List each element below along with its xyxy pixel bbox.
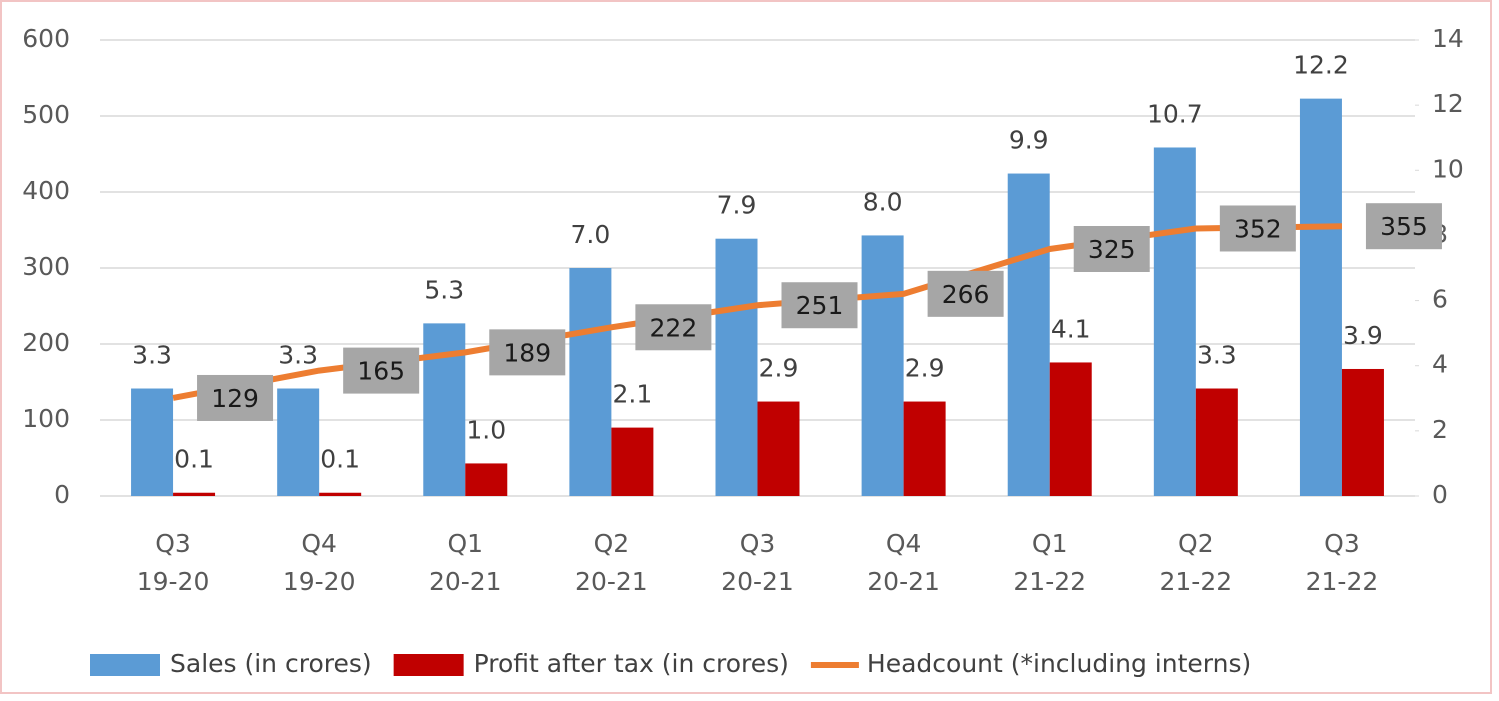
line-label-box	[1365, 203, 1442, 250]
bar	[903, 401, 946, 496]
legend-label: Profit after tax (in crores)	[474, 649, 789, 678]
y2-tick-label: 4	[1432, 350, 1448, 379]
line-label-box	[489, 329, 566, 376]
bar	[715, 238, 758, 496]
bar	[1299, 98, 1342, 496]
bar-value-label: 2.1	[613, 380, 653, 409]
bar-value-label: 9.9	[1009, 126, 1049, 155]
bar	[861, 235, 904, 496]
line-value-label: 189	[503, 338, 551, 367]
bar-value-label: 5.3	[424, 275, 464, 304]
x-tick-label: Q4 19-20	[283, 529, 356, 596]
bar	[1195, 388, 1238, 496]
y-tick-label: 0	[54, 480, 70, 509]
bar-value-label: 3.3	[278, 341, 318, 370]
y-tick-label: 200	[22, 328, 70, 357]
bar	[173, 492, 216, 496]
bar	[757, 401, 800, 496]
y2-tick-label: 2	[1432, 415, 1448, 444]
y-tick-label: 400	[22, 176, 70, 205]
line-label-box	[635, 304, 712, 351]
line-label-box	[1219, 205, 1296, 252]
bar	[569, 268, 612, 496]
bar	[611, 427, 654, 496]
legend-swatch	[90, 654, 160, 676]
x-tick-label: Q1 20-21	[429, 529, 502, 596]
bar-value-label: 3.3	[132, 341, 172, 370]
y2-tick-label: 0	[1432, 480, 1448, 509]
x-tick-label: Q4 20-21	[867, 529, 940, 596]
bar	[131, 388, 174, 496]
line-value-label: 355	[1380, 212, 1428, 241]
bar	[1007, 173, 1050, 497]
bar	[1341, 368, 1384, 496]
legend-label: Headcount (*including interns)	[867, 649, 1251, 678]
line-value-label: 251	[796, 291, 844, 320]
line-label-box	[343, 347, 420, 394]
y-tick-label: 100	[22, 404, 70, 433]
line-value-label: 352	[1234, 214, 1282, 243]
y-tick-label: 500	[22, 100, 70, 129]
y-tick-label: 300	[22, 252, 70, 281]
x-tick-label: Q1 21-22	[1013, 529, 1086, 596]
bar-value-label: 7.9	[717, 191, 757, 220]
line-value-label: 266	[942, 280, 990, 309]
bar-value-label: 3.9	[1343, 321, 1383, 350]
bar	[1049, 362, 1092, 496]
bar-value-label: 2.9	[905, 354, 945, 383]
bar-value-label: 12.2	[1293, 51, 1349, 80]
x-tick-label: Q3 20-21	[721, 529, 794, 596]
bar	[423, 323, 466, 496]
line-value-label: 165	[357, 357, 405, 386]
bar-value-label: 0.1	[174, 445, 214, 474]
x-tick-label: Q2 20-21	[575, 529, 648, 596]
bar	[465, 463, 508, 496]
y2-tick-label: 12	[1432, 89, 1464, 118]
bar-value-label: 3.3	[1197, 341, 1237, 370]
bar-value-label: 8.0	[863, 187, 903, 216]
line-value-label: 325	[1088, 235, 1136, 264]
bar-value-label: 0.1	[320, 445, 360, 474]
legend-swatch	[393, 654, 464, 676]
bar	[277, 388, 320, 496]
line-label-box	[927, 270, 1004, 317]
legend-label: Sales (in crores)	[170, 649, 372, 678]
x-tick-label: Q3 21-22	[1306, 529, 1379, 596]
y2-tick-label: 6	[1432, 285, 1448, 314]
bar-value-label: 4.1	[1051, 314, 1091, 343]
bar	[1153, 147, 1196, 496]
x-tick-label: Q3 19-20	[137, 529, 210, 596]
bar-value-label: 10.7	[1147, 99, 1203, 128]
line-label-box	[197, 374, 274, 421]
line-label-box	[781, 282, 858, 329]
line-label-box	[1073, 226, 1150, 272]
line-value-label: 222	[650, 313, 698, 342]
line-value-label: 129	[211, 384, 259, 413]
bar	[319, 492, 362, 496]
y-tick-label: 600	[22, 24, 70, 53]
x-tick-label: Q2 21-22	[1160, 529, 1233, 596]
y2-tick-label: 14	[1432, 24, 1464, 53]
bar-value-label: 1.0	[466, 415, 506, 444]
bar-value-label: 7.0	[571, 220, 611, 249]
y2-tick-label: 10	[1432, 154, 1464, 183]
bar-value-label: 2.9	[759, 354, 799, 383]
